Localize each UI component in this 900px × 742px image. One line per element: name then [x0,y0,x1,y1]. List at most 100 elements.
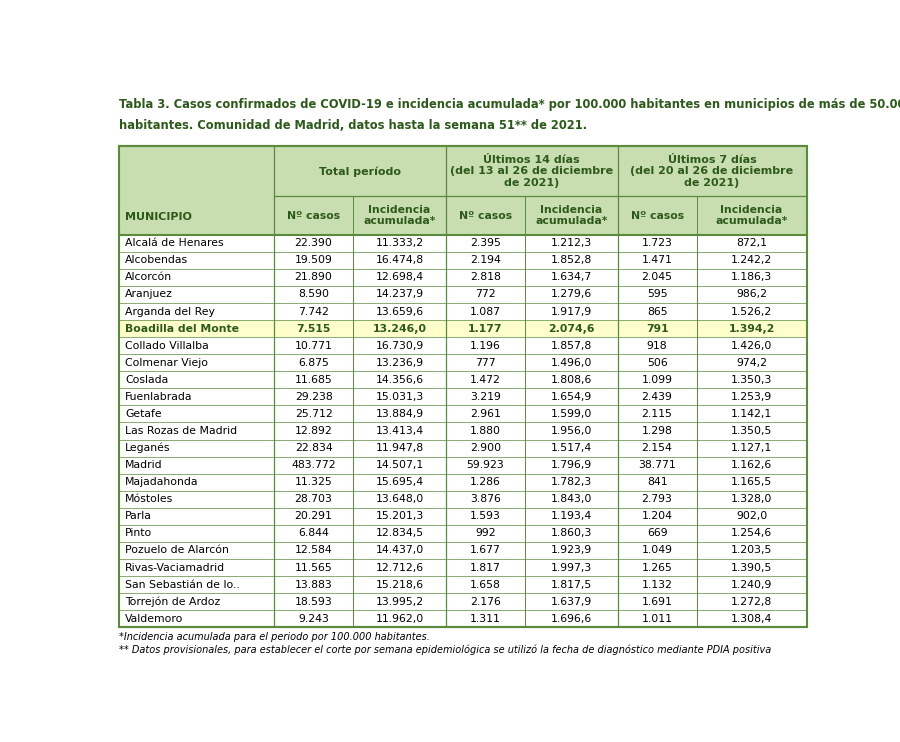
Text: 1.599,0: 1.599,0 [551,409,592,419]
Text: Nº casos: Nº casos [459,211,512,220]
Text: 8.590: 8.590 [298,289,329,300]
Text: San Sebastián de lo..: San Sebastián de lo.. [125,580,239,590]
Text: 59.923: 59.923 [466,460,504,470]
Bar [120,508,806,525]
Text: 918: 918 [647,341,668,351]
Text: 1.394,2: 1.394,2 [728,324,775,334]
Text: 2.115: 2.115 [642,409,672,419]
Bar [120,542,806,559]
Text: 1.880: 1.880 [470,426,500,436]
Text: 11.325: 11.325 [294,477,332,487]
Text: 7.742: 7.742 [298,306,329,317]
Text: Colmenar Viejo: Colmenar Viejo [125,358,208,368]
Bar [120,234,806,252]
Bar [120,525,806,542]
Text: 2.961: 2.961 [470,409,500,419]
Text: 13.995,2: 13.995,2 [375,597,424,607]
Text: 1.127,1: 1.127,1 [731,443,772,453]
Text: 11.565: 11.565 [294,562,332,573]
Text: 2.074,6: 2.074,6 [548,324,595,334]
Text: 1.049: 1.049 [642,545,672,556]
Text: 1.279,6: 1.279,6 [551,289,592,300]
Text: Tabla 3. Casos confirmados de COVID-19 e incidencia acumulada* por 100.000 habit: Tabla 3. Casos confirmados de COVID-19 e… [120,98,900,111]
Text: 2.395: 2.395 [470,238,500,249]
Text: 1.496,0: 1.496,0 [551,358,592,368]
Text: 974,2: 974,2 [736,358,767,368]
Bar [120,146,806,627]
Bar [120,354,806,371]
Bar [120,439,806,456]
Text: 14.437,0: 14.437,0 [375,545,424,556]
Text: 1.677: 1.677 [470,545,500,556]
Bar [120,576,806,593]
Text: 1.808,6: 1.808,6 [551,375,592,385]
Text: 1.350,5: 1.350,5 [731,426,772,436]
Text: Getafe: Getafe [125,409,162,419]
Text: 1.857,8: 1.857,8 [551,341,592,351]
Text: 1.162,6: 1.162,6 [731,460,772,470]
Text: 13.659,6: 13.659,6 [375,306,424,317]
Text: 1.242,2: 1.242,2 [731,255,772,266]
Text: 1.526,2: 1.526,2 [731,306,772,317]
Text: 22.390: 22.390 [294,238,332,249]
Text: 483.772: 483.772 [292,460,336,470]
Text: Coslada: Coslada [125,375,168,385]
Text: 1.654,9: 1.654,9 [551,392,592,402]
Text: Madrid: Madrid [125,460,163,470]
Text: 791: 791 [646,324,669,334]
Text: 1.997,3: 1.997,3 [551,562,592,573]
Text: Últimos 7 días
(del 20 al 26 de diciembre
de 2021): Últimos 7 días (del 20 al 26 de diciembr… [631,155,794,188]
Text: 777: 777 [475,358,496,368]
Text: Rivas-Vaciamadrid: Rivas-Vaciamadrid [125,562,225,573]
Text: 2.045: 2.045 [642,272,672,283]
Text: Boadilla del Monte: Boadilla del Monte [125,324,239,334]
Text: 22.834: 22.834 [294,443,332,453]
Text: 12.698,4: 12.698,4 [375,272,424,283]
Bar [120,146,806,234]
Text: 1.517,4: 1.517,4 [551,443,592,453]
Text: 1.203,5: 1.203,5 [731,545,772,556]
Text: 1.691: 1.691 [642,597,672,607]
Text: 16.474,8: 16.474,8 [375,255,424,266]
Bar [120,303,806,320]
Text: 1.426,0: 1.426,0 [731,341,772,351]
Text: 1.956,0: 1.956,0 [551,426,592,436]
Bar [120,286,806,303]
Text: 38.771: 38.771 [638,460,676,470]
Text: 3.219: 3.219 [470,392,500,402]
Text: 1.634,7: 1.634,7 [551,272,592,283]
Text: 1.212,3: 1.212,3 [551,238,592,249]
Text: 1.193,4: 1.193,4 [551,511,592,522]
Text: 1.240,9: 1.240,9 [731,580,772,590]
Text: 21.890: 21.890 [294,272,332,283]
Text: 1.917,9: 1.917,9 [551,306,592,317]
Text: 13.236,9: 13.236,9 [375,358,424,368]
Text: 18.593: 18.593 [294,597,332,607]
Text: 10.771: 10.771 [294,341,332,351]
Text: 1.472: 1.472 [470,375,500,385]
Text: 1.593: 1.593 [470,511,500,522]
Text: 13.246,0: 13.246,0 [373,324,427,334]
Bar [120,473,806,490]
Text: 1.099: 1.099 [642,375,672,385]
Bar [120,559,806,576]
Text: Alcalá de Henares: Alcalá de Henares [125,238,224,249]
Text: 1.796,9: 1.796,9 [551,460,592,470]
Text: 12.834,5: 12.834,5 [375,528,424,539]
Text: 1.311: 1.311 [470,614,500,624]
Bar [120,456,806,473]
Text: *Incidencia acumulada para el periodo por 100.000 habitantes.: *Incidencia acumulada para el periodo po… [120,632,430,642]
Text: 506: 506 [647,358,668,368]
Bar [120,422,806,439]
Text: 1.272,8: 1.272,8 [731,597,772,607]
Text: 872,1: 872,1 [736,238,767,249]
Text: 841: 841 [647,477,668,487]
Bar [120,320,806,337]
Text: 16.730,9: 16.730,9 [375,341,424,351]
Text: Collado Villalba: Collado Villalba [125,341,209,351]
Text: 2.818: 2.818 [470,272,500,283]
Text: 992: 992 [475,528,496,539]
Bar [120,252,806,269]
Text: 595: 595 [647,289,668,300]
Text: 2.793: 2.793 [642,494,672,505]
